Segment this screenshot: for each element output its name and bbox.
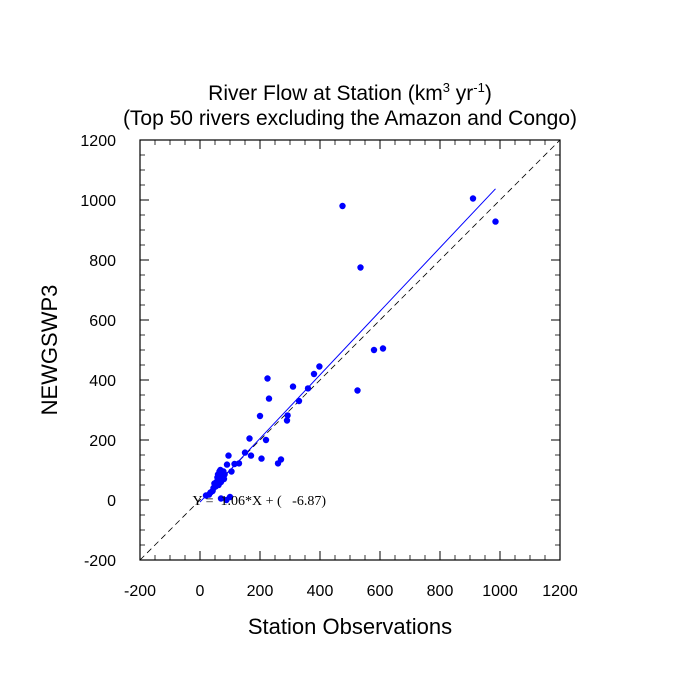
data-point-30 (247, 452, 255, 459)
data-point-28 (241, 449, 249, 456)
data-point-25 (228, 468, 235, 475)
data-point-42 (304, 385, 312, 392)
data-point-41 (295, 397, 303, 405)
data-point-38 (283, 417, 291, 424)
data-point-19 (221, 471, 228, 478)
plot-area: -200 0 200 400 600 800 1000 1200 -200 0 200 400 600 8… (80, 133, 577, 600)
data-point-24 (225, 452, 232, 459)
chart-title-sup-1: 3 (443, 80, 450, 95)
data-point-46 (354, 387, 361, 394)
data-point-49 (379, 345, 387, 352)
data-point-33 (262, 436, 270, 444)
x-tick-label: 200 (247, 583, 274, 600)
data-point-48 (370, 346, 378, 354)
data-point-40 (289, 383, 297, 390)
y-tick-label: 600 (89, 313, 116, 330)
y-tick-label: 1200 (80, 133, 116, 150)
data-point-43 (310, 370, 318, 378)
y-tick-label: 400 (89, 373, 116, 390)
data-point-47 (357, 264, 364, 271)
data-point-45 (339, 202, 346, 210)
data-point-27 (235, 460, 243, 467)
data-point-50 (469, 195, 477, 202)
chart-title-mid: yr (450, 82, 473, 105)
x-tick-label: 400 (307, 583, 334, 600)
data-point-29 (246, 435, 253, 442)
data-point-44 (316, 363, 323, 370)
y-axis-label: NEWGSWP3 (37, 285, 62, 416)
chart-title-sup-2: -1 (473, 80, 485, 95)
chart-title-suffix: ) (485, 82, 492, 105)
x-tick-label: -200 (124, 583, 156, 600)
y-tick-label: 1000 (80, 193, 116, 210)
data-point-35 (265, 395, 273, 402)
x-tick-label: 600 (367, 583, 394, 600)
y-tick-label: -200 (84, 553, 116, 570)
chart-title: River Flow at Station (km3 yr-1) (208, 80, 492, 105)
data-point-20 (217, 495, 225, 502)
x-axis-label: Station Observations (248, 614, 452, 639)
x-tick-label: 1000 (482, 583, 518, 600)
chart-subtitle: (Top 50 rivers excluding the Amazon and … (123, 107, 577, 130)
data-point-51 (492, 218, 499, 225)
x-tick-label: 800 (427, 583, 454, 600)
x-tick-label: 0 (196, 583, 205, 600)
y-tick-label: 200 (89, 433, 116, 450)
data-point-31 (256, 412, 264, 420)
regression-equation: Y = 1.06*X + ( -6.87) (193, 494, 327, 509)
regression-line (199, 188, 496, 503)
y-tick-label: 0 (107, 493, 116, 510)
data-point-34 (264, 375, 271, 382)
x-tick-label: 1200 (542, 583, 578, 600)
data-point-39 (284, 412, 291, 419)
data-point-32 (258, 455, 265, 462)
reference-line-1to1 (139, 139, 561, 561)
y-tick-label: 800 (89, 253, 116, 270)
data-point-37 (277, 456, 285, 463)
data-point-22 (226, 493, 234, 501)
data-point-23 (223, 461, 231, 468)
chart-title-prefix: River Flow at Station (km (208, 82, 443, 105)
